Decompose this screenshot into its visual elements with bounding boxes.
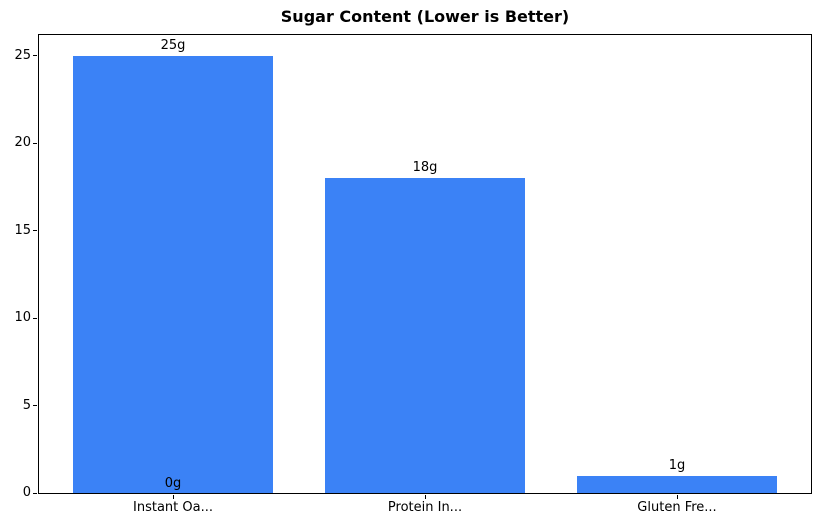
y-axis-tick [33,55,37,57]
x-axis-tick-label: Protein In... [387,500,463,515]
x-axis-tick [424,495,426,499]
y-axis-tick [33,317,37,319]
y-axis-tick [33,492,37,494]
chart-title: Sugar Content (Lower is Better) [280,7,570,26]
y-axis-tick [33,405,37,407]
bar-value-label: 18g [412,160,438,175]
y-axis-tick-label: 20 [14,135,31,151]
bar [577,476,777,493]
bar [73,56,273,493]
x-axis-tick-label: Instant Oa... [133,500,213,515]
bar-value-label: 1g [668,458,686,473]
bar-value-label: 25g [160,38,186,53]
y-axis-tick-label: 0 [22,485,31,500]
zero-value-annotation: 0g [164,476,182,491]
y-axis-tick-label: 25 [14,47,31,63]
y-axis-tick-label: 5 [22,397,31,413]
x-axis-tick [676,495,678,499]
plot-area: 0 5 10 15 20 25 25g Instant Oa... 18g Protein In.… [14,34,812,515]
y-axis-tick-label: 15 [14,222,31,238]
y-axis-tick-label: 10 [14,310,31,326]
x-axis-tick-label: Gluten Fre... [637,500,717,515]
x-axis-tick [172,495,174,499]
y-axis-tick [33,142,37,144]
y-axis-tick [33,230,37,232]
bar [325,178,525,493]
